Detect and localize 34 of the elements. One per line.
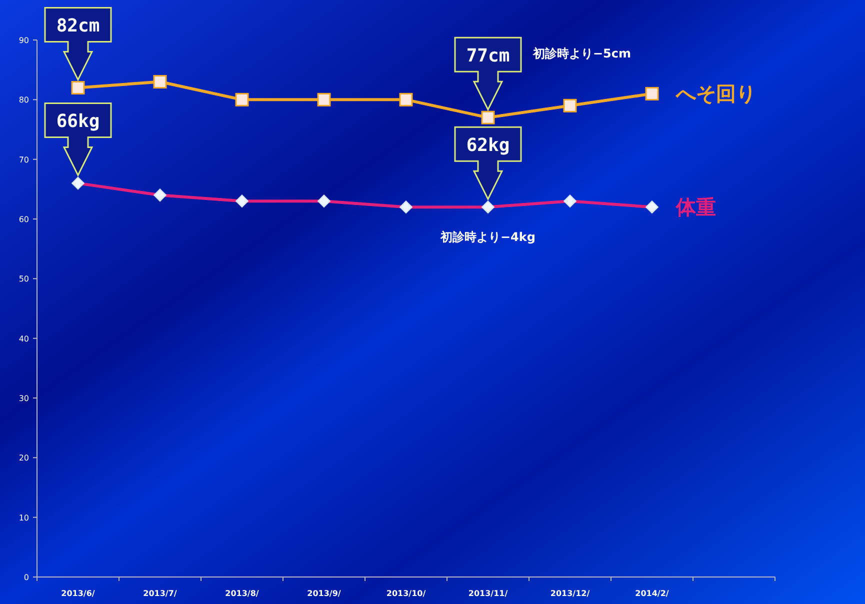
point (399, 92, 413, 106)
x-tick-label: 2013/7/ (143, 589, 177, 598)
point (645, 86, 659, 100)
y-tick-label: 20 (18, 454, 29, 463)
annotation: 66kg (56, 111, 100, 132)
annotation: 初診時より−5cm (532, 46, 632, 61)
y-tick-label: 50 (18, 274, 29, 284)
y-tick-label: 80 (18, 96, 29, 105)
y-tick-label: 0 (24, 573, 29, 582)
annotation: 82cm (56, 16, 100, 37)
point (563, 98, 577, 112)
y-tick-label: 10 (18, 513, 29, 522)
y-tick-label: 30 (18, 394, 29, 403)
point (153, 75, 167, 89)
point (235, 92, 249, 106)
y-tick-label: 40 (18, 334, 29, 344)
x-tick-label: 2014/2/ (635, 589, 669, 598)
annotation: 77cm (466, 46, 510, 67)
x-tick-label: 2013/6/ (61, 589, 95, 598)
point (71, 80, 85, 94)
y-tick-label: 60 (18, 215, 29, 224)
y-tick-label: 70 (18, 155, 29, 164)
annotation: 62kg (466, 135, 510, 156)
annotation: 初診時より−4kg (440, 230, 536, 244)
point (317, 92, 331, 106)
y-tick-label: 90 (18, 36, 29, 45)
x-tick-label: 2013/9/ (307, 589, 341, 598)
series-label: 体重 (675, 195, 716, 220)
series-label: へそ回り (675, 82, 756, 106)
x-tick-label: 2013/12/ (550, 589, 590, 598)
x-tick-label: 2013/10/ (386, 589, 426, 598)
point (481, 110, 495, 124)
x-tick-label: 2013/8/ (225, 589, 259, 598)
x-tick-label: 2013/11/ (468, 589, 508, 598)
